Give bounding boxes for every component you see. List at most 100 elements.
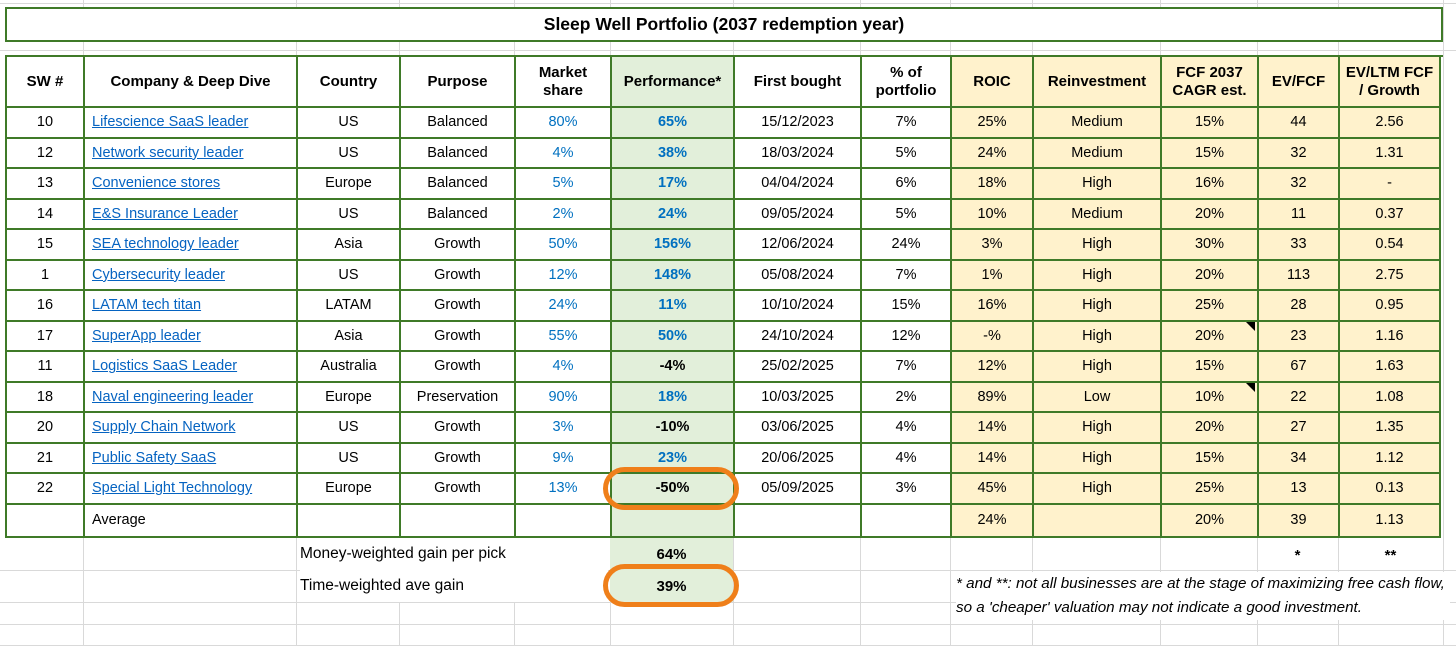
cell-first: 10/10/2024 (735, 291, 862, 322)
cell-evltm: 1.08 (1340, 382, 1441, 413)
cell-country: Europe (298, 169, 401, 200)
company-link[interactable]: E&S Insurance Leader (92, 205, 238, 222)
cell-evltm: 0.13 (1340, 474, 1441, 505)
cell-performance: 23% (612, 443, 735, 474)
cell-fcf: 20% (1162, 260, 1259, 291)
cell-purpose: Growth (401, 413, 516, 444)
cell-country: US (298, 199, 401, 230)
cell-reinvest: Low (1034, 382, 1162, 413)
time-weighted-value[interactable]: 39% (610, 570, 733, 602)
cell-company: LATAM tech titan (85, 291, 298, 322)
company-link[interactable]: Supply Chain Network (92, 419, 236, 436)
cell-evltm: 2.75 (1340, 260, 1441, 291)
average-cell-reinvest (1034, 504, 1162, 538)
cell-country: Asia (298, 321, 401, 352)
cell-performance: 18% (612, 382, 735, 413)
cell-first: 25/02/2025 (735, 352, 862, 383)
company-link[interactable]: LATAM tech titan (92, 297, 202, 314)
cell-company: Convenience stores (85, 169, 298, 200)
company-link[interactable]: SuperApp leader (92, 327, 201, 344)
cell-country: US (298, 108, 401, 139)
cell-evfcf: 44 (1259, 108, 1340, 139)
cell-fcf: 20% (1162, 199, 1259, 230)
cell-purpose: Preservation (401, 382, 516, 413)
cell-evltm: - (1340, 169, 1441, 200)
footnote-double-star-marker: ** (1384, 546, 1397, 564)
cell-fcf: 15% (1162, 138, 1259, 169)
company-link[interactable]: Lifescience SaaS leader (92, 114, 249, 131)
average-cell-evfcf: 39 (1259, 504, 1340, 538)
cell-company: Lifescience SaaS leader (85, 108, 298, 139)
cell-purpose: Growth (401, 474, 516, 505)
company-link[interactable]: SEA technology leader (92, 236, 239, 253)
company-link[interactable]: Convenience stores (92, 175, 221, 192)
cell-pct: 7% (862, 260, 952, 291)
cell-roic: 25% (952, 108, 1034, 139)
header-evfcf: EV/FCF (1259, 57, 1340, 108)
cell-country: US (298, 138, 401, 169)
header-pct: % of portfolio (862, 57, 952, 108)
cell-reinvest: Medium (1034, 138, 1162, 169)
company-link[interactable]: Cybersecurity leader (92, 266, 225, 283)
cell-roic: 10% (952, 199, 1034, 230)
cell-first: 05/08/2024 (735, 260, 862, 291)
cell-company: Cybersecurity leader (85, 260, 298, 291)
cell-reinvest: High (1034, 230, 1162, 261)
cell-sw: 17 (7, 321, 85, 352)
average-cell-pct (862, 504, 952, 538)
cell-roic: 12% (952, 352, 1034, 383)
cell-evfcf: 113 (1259, 260, 1340, 291)
company-link[interactable]: Special Light Technology (92, 480, 253, 497)
cell-note-triangle-icon (1246, 382, 1255, 392)
cell-sw: 13 (7, 169, 85, 200)
company-link[interactable]: Public Safety SaaS (92, 449, 217, 466)
company-link[interactable]: Naval engineering leader (92, 388, 254, 405)
cell-fcf: 20% (1162, 321, 1259, 352)
cell-sw: 20 (7, 413, 85, 444)
header-sw: SW # (7, 57, 85, 108)
cell-fcf: 15% (1162, 108, 1259, 139)
cell-fcf: 25% (1162, 474, 1259, 505)
header-market: Market share (516, 57, 612, 108)
average-cell-market (516, 504, 612, 538)
cell-evfcf: 33 (1259, 230, 1340, 261)
cell-fcf: 25% (1162, 291, 1259, 322)
cell-evfcf: 32 (1259, 169, 1340, 200)
money-weighted-value[interactable]: 64% (610, 538, 733, 570)
average-cell-evltm: 1.13 (1340, 504, 1441, 538)
cell-purpose: Growth (401, 230, 516, 261)
cell-performance: -4% (612, 352, 735, 383)
footnote-star-marker: * (1294, 546, 1301, 564)
cell-evfcf: 28 (1259, 291, 1340, 322)
time-weighted-label: Time-weighted ave gain (300, 570, 608, 602)
cell-reinvest: Medium (1034, 199, 1162, 230)
cell-market: 80% (516, 108, 612, 139)
cell-evfcf: 32 (1259, 138, 1340, 169)
average-cell-performance (612, 504, 735, 538)
cell-first: 20/06/2025 (735, 443, 862, 474)
cell-evfcf: 27 (1259, 413, 1340, 444)
cell-pct: 4% (862, 413, 952, 444)
cell-evltm: 0.95 (1340, 291, 1441, 322)
cell-fcf: 20% (1162, 413, 1259, 444)
cell-sw: 16 (7, 291, 85, 322)
company-link[interactable]: Network security leader (92, 144, 244, 161)
company-link[interactable]: Logistics SaaS Leader (92, 358, 238, 375)
cell-evfcf: 34 (1259, 443, 1340, 474)
cell-market: 4% (516, 352, 612, 383)
footnote-text: * and **: not all businesses are at the … (956, 572, 1450, 620)
cell-country: Europe (298, 382, 401, 413)
cell-company: Special Light Technology (85, 474, 298, 505)
cell-first: 03/06/2025 (735, 413, 862, 444)
header-first: First bought (735, 57, 862, 108)
header-evltm: EV/LTM FCF / Growth (1340, 57, 1441, 108)
cell-evltm: 1.16 (1340, 321, 1441, 352)
header-fcf: FCF 2037 CAGR est. (1162, 57, 1259, 108)
cell-performance: 24% (612, 199, 735, 230)
cell-roic: 89% (952, 382, 1034, 413)
page-title: Sleep Well Portfolio (2037 redemption ye… (5, 7, 1443, 42)
cell-market: 2% (516, 199, 612, 230)
cell-company: SEA technology leader (85, 230, 298, 261)
header-country: Country (298, 57, 401, 108)
cell-pct: 15% (862, 291, 952, 322)
